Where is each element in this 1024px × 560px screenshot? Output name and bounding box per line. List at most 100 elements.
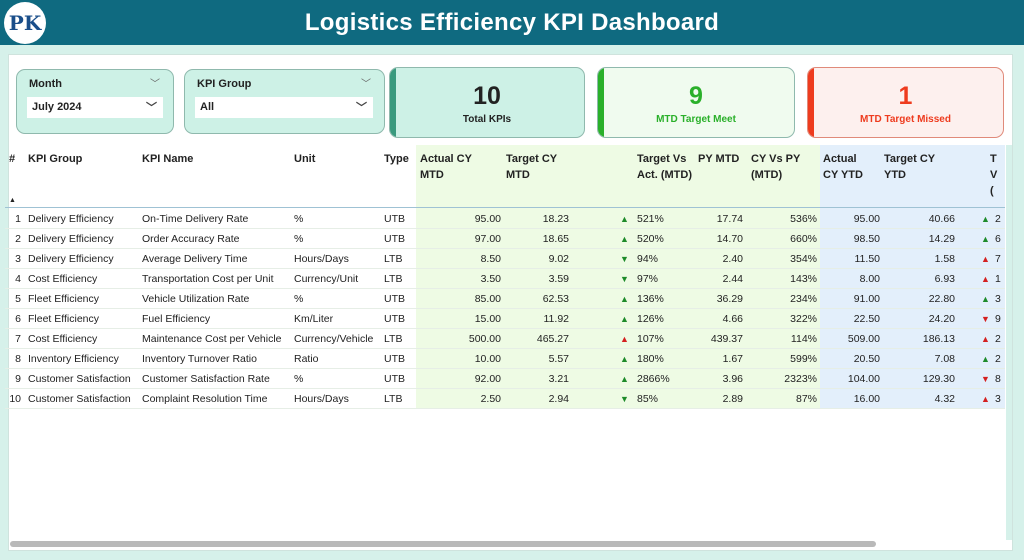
col-header-kpi-name[interactable]: KPI Name — [142, 153, 194, 165]
target-vs-act-ytd-cell: 3 — [995, 393, 1001, 405]
kpi-group-cell: Cost Efficiency — [28, 273, 98, 285]
kpi-group-cell: Delivery Efficiency — [28, 233, 114, 245]
type-cell: UTB — [384, 313, 405, 325]
kpi-group-cell: Delivery Efficiency — [28, 213, 114, 225]
target-vs-act-ytd-cell: 2 — [995, 213, 1001, 225]
card-caption: Total KPIs — [462, 114, 512, 125]
col-header-py-mtd[interactable]: PY MTD — [698, 153, 740, 165]
month-slicer[interactable]: Month ﹀ July 2024 ﹀ — [16, 69, 174, 134]
target-vs-act-mtd-cell: 126% — [637, 313, 664, 325]
arrow-up-icon: ▲ — [981, 394, 990, 404]
kpi-group-cell: Cost Efficiency — [28, 333, 98, 345]
col-header-kpi-group[interactable]: KPI Group — [28, 153, 83, 165]
target-cy-ytd-cell: 14.29 — [928, 233, 955, 245]
slicer-label: Month — [29, 78, 62, 90]
type-cell: UTB — [384, 213, 405, 225]
row-number-cell: 7 — [15, 333, 21, 345]
arrow-up-icon: ▲ — [620, 334, 629, 344]
py-mtd-cell: 3.96 — [722, 373, 743, 385]
unit-cell: % — [294, 213, 304, 225]
cy-vs-py-mtd-cell: 599% — [790, 353, 817, 365]
target-vs-act-ytd-cell: 6 — [995, 233, 1001, 245]
py-mtd-cell: 17.74 — [716, 213, 743, 225]
target-cy-mtd-cell: 5.57 — [548, 353, 569, 365]
kpi-name-cell: Inventory Turnover Ratio — [142, 353, 257, 365]
unit-cell: Hours/Days — [294, 253, 349, 265]
month-value: July 2024 — [32, 101, 82, 113]
month-dropdown[interactable]: July 2024 ﹀ — [27, 97, 163, 118]
table-row[interactable]: 2 Delivery Efficiency Order Accuracy Rate%… — [5, 229, 1005, 249]
target-cy-ytd-cell: 6.93 — [934, 273, 955, 285]
target-vs-act-mtd-cell: 521% — [637, 213, 664, 225]
row-number-cell: 5 — [15, 293, 21, 305]
actual-cy-ytd-cell: 8.00 — [859, 273, 880, 285]
kpi-name-cell: Transportation Cost per Unit — [142, 273, 274, 285]
table-row[interactable]: 9 Customer Satisfaction Customer Satisfact… — [5, 369, 1005, 389]
row-number-cell: 1 — [15, 213, 21, 225]
table-row[interactable]: 3 Delivery Efficiency Average Delivery Tim… — [5, 249, 1005, 269]
card-value: 10 — [473, 82, 501, 110]
type-cell: UTB — [384, 293, 405, 305]
table-row[interactable]: 8 Inventory Efficiency Inventory Turnover … — [5, 349, 1005, 369]
col-header-type[interactable]: Type — [384, 153, 409, 165]
sort-asc-icon[interactable]: ▲ — [9, 197, 16, 204]
actual-cy-mtd-cell: 10.00 — [474, 353, 501, 365]
actual-cy-mtd-cell: 95.00 — [474, 213, 501, 225]
target-vs-act-ytd-cell: 2 — [995, 353, 1001, 365]
kpi-name-cell: Order Accuracy Rate — [142, 233, 240, 245]
chevron-down-icon[interactable]: ﹀ — [361, 79, 371, 90]
table-row[interactable]: 10 Customer Satisfaction Complaint Resolut… — [5, 389, 1005, 409]
horizontal-scrollbar[interactable] — [10, 541, 876, 547]
kpi-name-cell: Complaint Resolution Time — [142, 393, 268, 405]
cy-vs-py-mtd-cell: 87% — [795, 393, 817, 405]
total-kpis-card: 10 Total KPIs — [389, 67, 585, 138]
col-header-cy-vs-py-mtd[interactable]: CY Vs PY (MTD) — [751, 153, 801, 181]
cy-vs-py-mtd-cell: 536% — [790, 213, 817, 225]
kpi-group-dropdown[interactable]: All ﹀ — [195, 97, 373, 118]
col-header-unit[interactable]: Unit — [294, 153, 316, 165]
target-cy-ytd-cell: 4.32 — [934, 393, 955, 405]
table-row[interactable]: 7 Cost Efficiency Maintenance Cost per Veh… — [5, 329, 1005, 349]
col-header-target-cy-ytd[interactable]: Target CY YTD — [884, 153, 935, 181]
target-vs-act-mtd-cell: 136% — [637, 293, 664, 305]
arrow-up-icon: ▲ — [981, 334, 990, 344]
arrow-down-icon: ▼ — [620, 274, 629, 284]
chevron-down-icon[interactable]: ﹀ — [150, 79, 160, 90]
py-mtd-cell: 2.40 — [722, 253, 743, 265]
cy-vs-py-mtd-cell: 143% — [790, 273, 817, 285]
col-header-target-vs-act-mtd[interactable]: Target Vs Act. (MTD) — [637, 153, 692, 181]
col-header-actual-cy-mtd[interactable]: Actual CY MTD — [420, 153, 472, 181]
actual-cy-mtd-cell: 92.00 — [474, 373, 501, 385]
kpi-group-slicer[interactable]: KPI Group ﹀ All ﹀ — [184, 69, 385, 134]
card-value: 1 — [898, 82, 913, 110]
actual-cy-ytd-cell: 16.00 — [853, 393, 880, 405]
table-row[interactable]: 6 Fleet Efficiency Fuel Efficiency Km/Liter… — [5, 309, 1005, 329]
kpi-name-cell: On-Time Delivery Rate — [142, 213, 249, 225]
table-row[interactable]: 5 Fleet Efficiency Vehicle Utilization Rat… — [5, 289, 1005, 309]
kpi-name-cell: Average Delivery Time — [142, 253, 248, 265]
target-vs-act-mtd-cell: 180% — [637, 353, 664, 365]
type-cell: LTB — [384, 273, 403, 285]
table-row[interactable]: 4 Cost Efficiency Transportation Cost per … — [5, 269, 1005, 289]
col-header-target-vs-act-ytd[interactable]: T V ( — [990, 153, 998, 197]
py-mtd-cell: 36.29 — [716, 293, 743, 305]
cy-vs-py-mtd-cell: 354% — [790, 253, 817, 265]
arrow-down-icon: ▼ — [981, 374, 990, 384]
row-number-cell: 2 — [15, 233, 21, 245]
page-title: Logistics Efficiency KPI Dashboard — [304, 8, 720, 36]
kpi-group-cell: Fleet Efficiency — [28, 293, 100, 305]
target-vs-act-mtd-cell: 97% — [637, 273, 659, 285]
col-header-number[interactable]: # — [9, 153, 16, 165]
kpi-name-cell: Vehicle Utilization Rate — [142, 293, 250, 305]
arrow-down-icon: ▼ — [981, 314, 990, 324]
arrow-up-icon: ▲ — [981, 214, 990, 224]
vertical-scroll-area — [1006, 145, 1012, 540]
col-header-actual-cy-ytd[interactable]: Actual CY YTD — [823, 153, 863, 181]
actual-cy-ytd-cell: 11.50 — [854, 253, 881, 265]
unit-cell: Currency/Unit — [294, 273, 359, 285]
col-header-target-cy-mtd[interactable]: Target CY MTD — [506, 153, 557, 181]
row-number-cell: 9 — [15, 373, 21, 385]
table-row[interactable]: 1 Delivery Efficiency On-Time Delivery Rat… — [5, 209, 1005, 229]
row-number-cell: 8 — [15, 353, 21, 365]
row-number-cell: 4 — [15, 273, 21, 285]
